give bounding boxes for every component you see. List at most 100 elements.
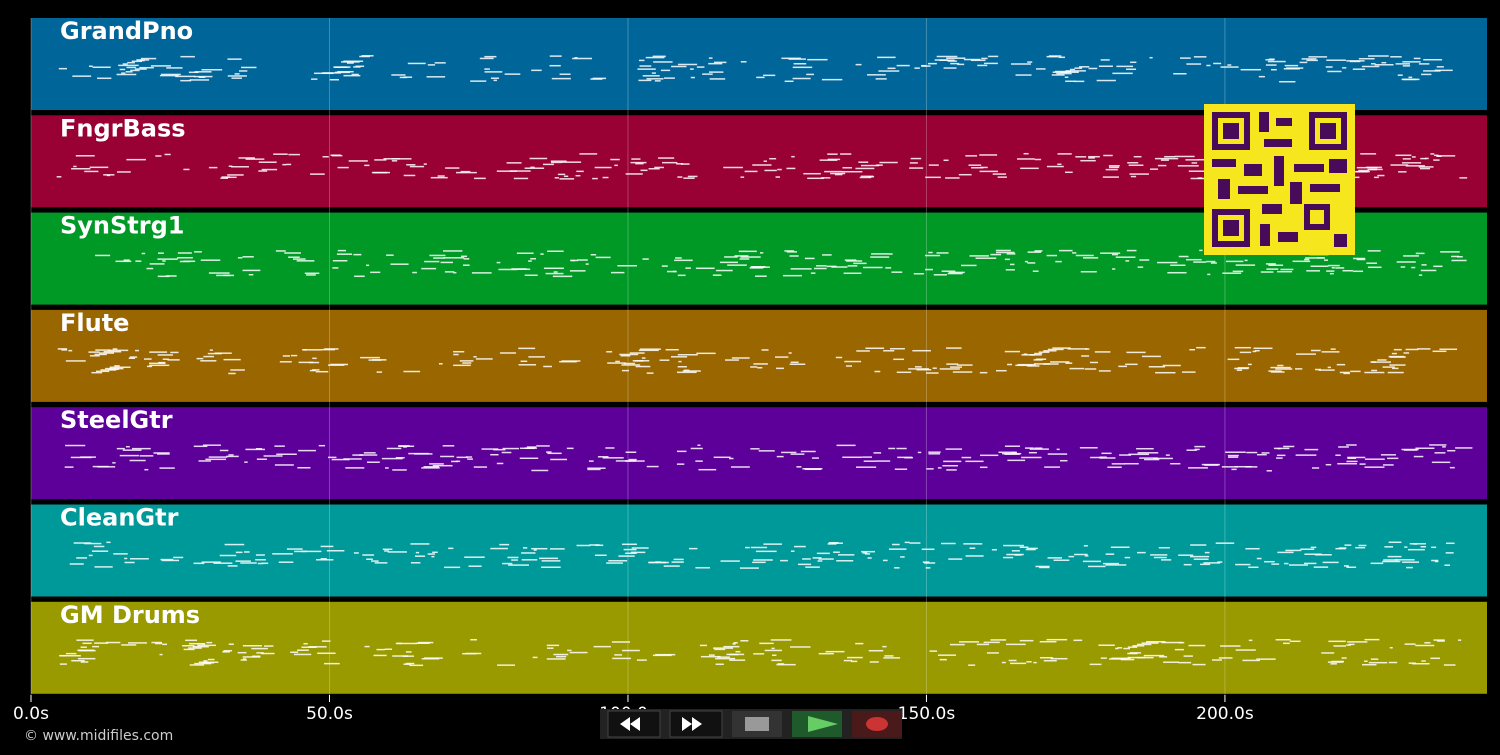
note xyxy=(1306,59,1318,62)
note xyxy=(403,174,416,177)
note xyxy=(331,154,343,157)
stop-button[interactable] xyxy=(732,711,782,737)
note xyxy=(1433,154,1439,157)
track-labels: GrandPno FngrBass SynStrg1 Flute SteelGtr Cle… xyxy=(60,17,200,629)
forward-button[interactable] xyxy=(669,710,723,738)
note xyxy=(926,468,934,470)
note xyxy=(728,653,739,656)
note xyxy=(939,658,947,661)
note xyxy=(1459,177,1468,179)
note xyxy=(551,77,571,80)
note xyxy=(1389,364,1406,366)
note xyxy=(1003,556,1014,559)
note xyxy=(522,547,528,549)
note xyxy=(320,545,334,548)
note xyxy=(1227,454,1239,457)
note xyxy=(894,567,900,569)
note xyxy=(960,264,977,267)
note xyxy=(1008,659,1017,662)
note xyxy=(286,548,303,550)
note xyxy=(475,358,493,360)
note xyxy=(1084,368,1097,370)
note xyxy=(496,170,517,172)
note xyxy=(699,644,708,647)
note xyxy=(116,447,125,450)
note xyxy=(501,451,512,454)
note xyxy=(757,366,763,369)
note xyxy=(625,451,637,453)
note xyxy=(71,659,85,662)
note xyxy=(1178,554,1194,556)
note xyxy=(939,368,960,370)
note xyxy=(1194,445,1206,448)
note xyxy=(1127,656,1145,659)
note xyxy=(847,656,863,659)
note xyxy=(745,546,750,549)
note xyxy=(290,354,298,357)
note xyxy=(863,460,877,462)
note xyxy=(740,61,747,63)
note xyxy=(407,62,426,65)
note xyxy=(590,253,597,256)
note xyxy=(891,271,903,273)
note xyxy=(465,456,473,458)
note xyxy=(1161,641,1183,644)
note xyxy=(309,361,320,364)
note xyxy=(546,658,566,660)
note xyxy=(546,644,560,647)
note xyxy=(511,268,527,270)
note xyxy=(1112,268,1116,270)
note xyxy=(285,163,292,166)
note xyxy=(442,445,455,447)
note xyxy=(543,365,552,368)
note xyxy=(1150,554,1168,556)
note xyxy=(1347,641,1368,643)
note xyxy=(208,166,218,169)
note xyxy=(1402,561,1420,563)
note xyxy=(752,561,766,564)
note xyxy=(343,74,361,77)
note xyxy=(1398,171,1407,173)
note xyxy=(674,259,693,262)
note xyxy=(925,567,931,569)
note xyxy=(1126,351,1146,354)
note xyxy=(533,549,537,551)
note xyxy=(306,274,316,276)
note xyxy=(73,165,77,168)
note xyxy=(1235,649,1256,651)
note xyxy=(1141,355,1161,358)
note xyxy=(409,165,425,168)
note xyxy=(1396,261,1416,263)
note xyxy=(1023,353,1028,355)
note xyxy=(123,259,130,261)
note xyxy=(708,71,724,73)
note xyxy=(717,656,730,658)
note xyxy=(237,257,243,259)
note xyxy=(158,252,164,254)
rewind-button[interactable] xyxy=(607,710,661,738)
note xyxy=(1328,264,1340,267)
note xyxy=(1160,159,1169,161)
note xyxy=(402,655,414,657)
note xyxy=(1163,661,1179,663)
note xyxy=(1101,452,1112,455)
note xyxy=(235,551,243,554)
note xyxy=(1239,351,1252,354)
note xyxy=(1248,639,1253,642)
note xyxy=(459,360,474,362)
note xyxy=(926,372,939,374)
note xyxy=(162,358,169,360)
note xyxy=(222,651,230,653)
play-button[interactable] xyxy=(792,711,842,737)
note xyxy=(386,447,402,450)
record-button[interactable] xyxy=(852,711,902,737)
note xyxy=(1390,56,1402,58)
note xyxy=(792,77,811,80)
note xyxy=(1318,369,1335,371)
note xyxy=(997,176,1007,178)
note xyxy=(69,563,84,565)
note xyxy=(308,646,327,648)
note xyxy=(343,458,362,460)
note xyxy=(683,369,690,372)
note xyxy=(1289,640,1301,643)
